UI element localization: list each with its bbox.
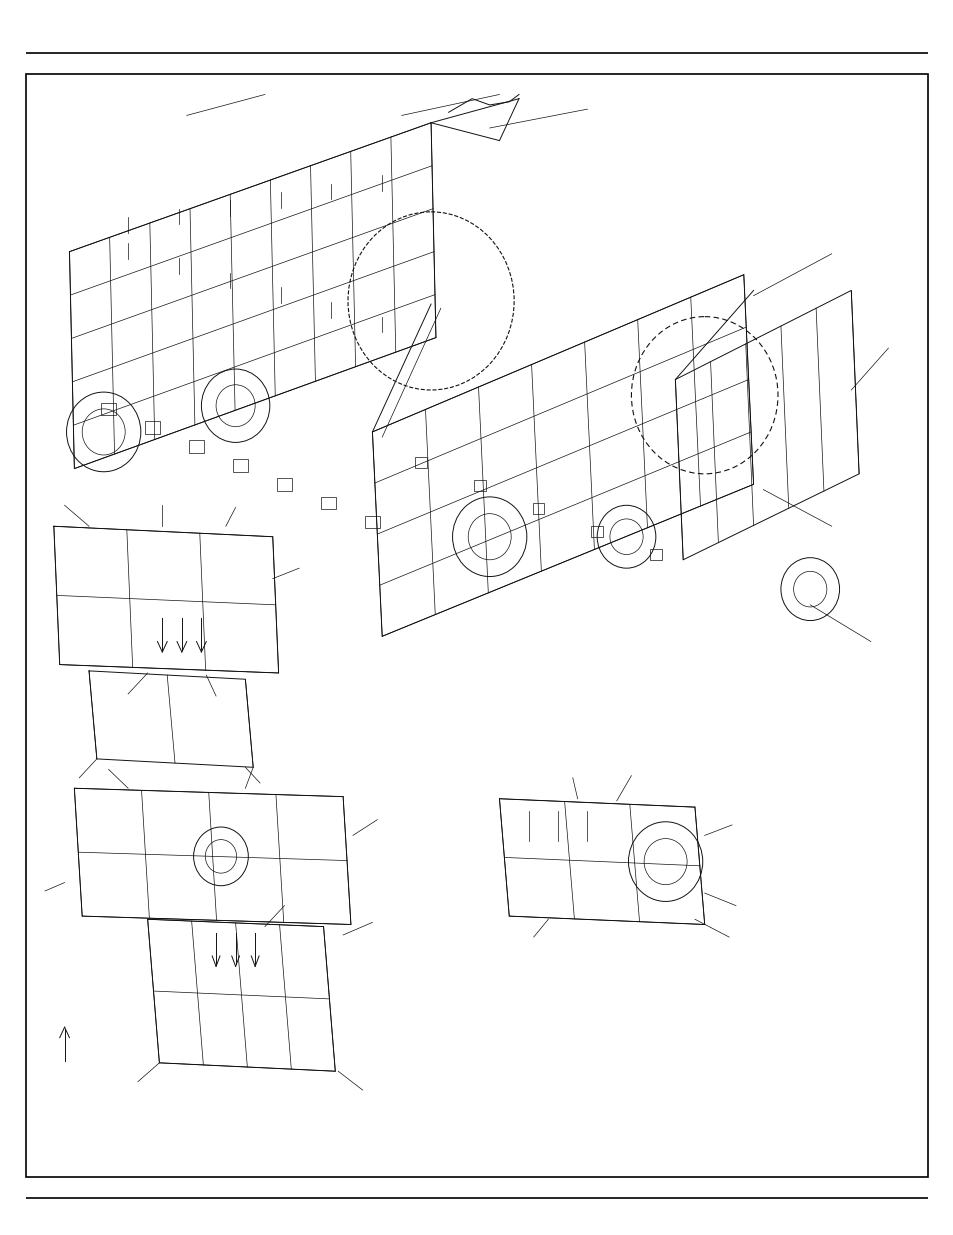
Bar xyxy=(26,74,927,1177)
Bar xyxy=(145,421,160,433)
Bar xyxy=(276,478,292,490)
Bar xyxy=(189,441,204,453)
Bar xyxy=(364,516,380,529)
Bar xyxy=(649,550,661,559)
Bar xyxy=(474,480,485,490)
Bar xyxy=(320,496,335,510)
Bar xyxy=(532,503,544,514)
Bar xyxy=(233,459,248,472)
Bar xyxy=(591,526,602,537)
Bar xyxy=(415,457,427,468)
Bar xyxy=(101,403,116,415)
